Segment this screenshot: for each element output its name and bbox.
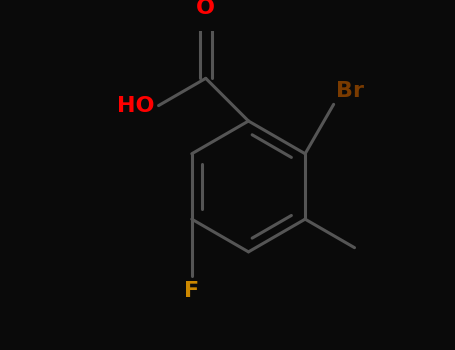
Text: O: O: [196, 0, 215, 18]
Text: HO: HO: [117, 96, 154, 116]
Text: F: F: [184, 281, 199, 301]
Text: Br: Br: [336, 81, 364, 101]
